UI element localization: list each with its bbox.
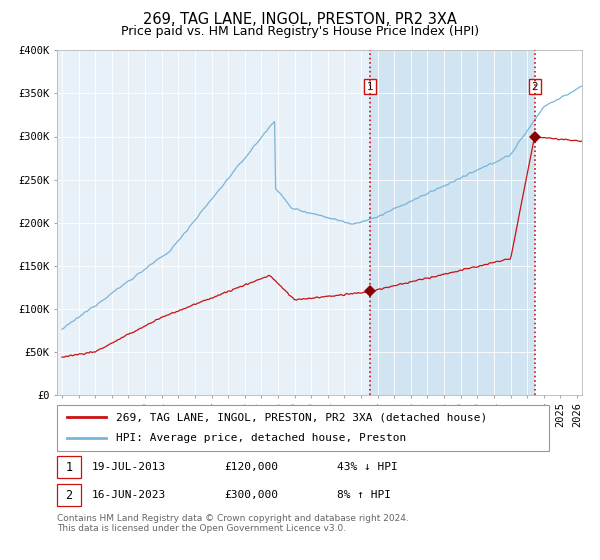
Text: 269, TAG LANE, INGOL, PRESTON, PR2 3XA (detached house): 269, TAG LANE, INGOL, PRESTON, PR2 3XA (… (116, 412, 487, 422)
Text: 2: 2 (65, 488, 73, 502)
Text: 1: 1 (367, 82, 373, 92)
FancyBboxPatch shape (57, 484, 80, 506)
FancyBboxPatch shape (57, 456, 80, 478)
Text: 19-JUL-2013: 19-JUL-2013 (91, 462, 166, 472)
Text: 8% ↑ HPI: 8% ↑ HPI (337, 490, 391, 500)
Text: 1: 1 (65, 460, 73, 474)
Text: 2: 2 (532, 82, 538, 92)
Text: £120,000: £120,000 (224, 462, 278, 472)
Text: HPI: Average price, detached house, Preston: HPI: Average price, detached house, Pres… (116, 433, 406, 444)
Bar (535, 50, 590, 395)
Text: Contains HM Land Registry data © Crown copyright and database right 2024.
This d: Contains HM Land Registry data © Crown c… (57, 514, 409, 534)
Bar (535, 50, 590, 395)
Bar (370, 50, 535, 395)
Text: 16-JUN-2023: 16-JUN-2023 (91, 490, 166, 500)
Text: Price paid vs. HM Land Registry's House Price Index (HPI): Price paid vs. HM Land Registry's House … (121, 25, 479, 38)
Text: 269, TAG LANE, INGOL, PRESTON, PR2 3XA: 269, TAG LANE, INGOL, PRESTON, PR2 3XA (143, 12, 457, 27)
Text: £300,000: £300,000 (224, 490, 278, 500)
FancyBboxPatch shape (57, 405, 549, 451)
Text: 43% ↓ HPI: 43% ↓ HPI (337, 462, 398, 472)
